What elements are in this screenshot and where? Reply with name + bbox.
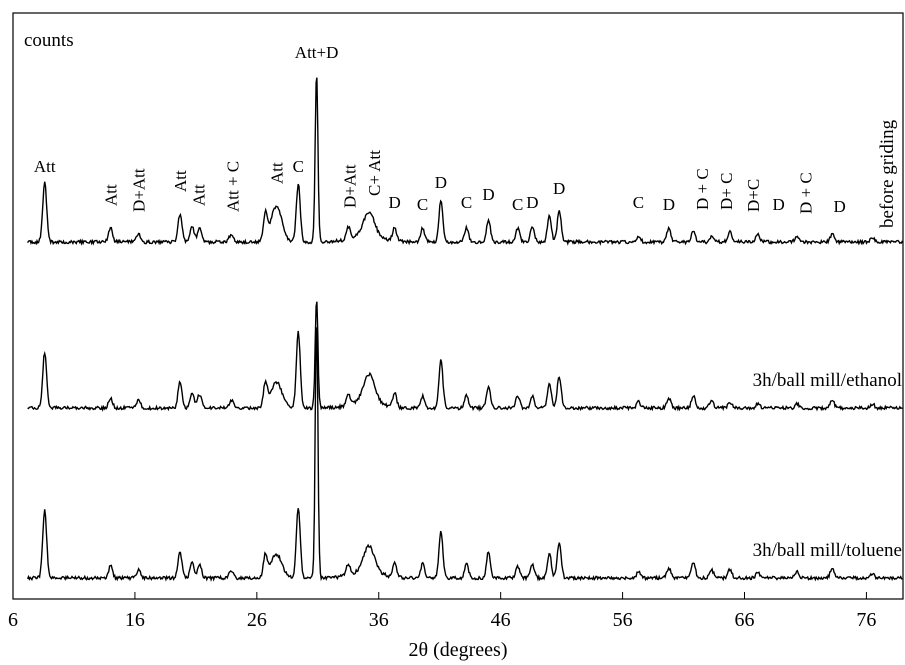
peak-annotation: C — [461, 193, 472, 212]
peak-annotation: D — [482, 185, 494, 204]
x-tick-label: 36 — [369, 609, 389, 631]
x-tick-label: 26 — [247, 609, 267, 631]
peak-annotation: C — [512, 195, 523, 214]
series-line-1 — [26, 77, 904, 246]
peak-annotation: D — [435, 173, 447, 192]
peak-annotation: Att — [267, 162, 286, 184]
x-tick-label: 66 — [735, 609, 755, 631]
peak-annotation: C — [417, 195, 428, 214]
x-tick-label: 46 — [491, 609, 511, 631]
peak-annotation: D — [772, 195, 784, 214]
peak-annotation: D — [526, 193, 538, 212]
peak-annotation: D + C — [797, 172, 816, 214]
peak-annotation: Att — [34, 157, 56, 176]
peak-annotation: D — [663, 195, 675, 214]
peak-annotation: D+Att — [341, 164, 360, 208]
x-axis-label: 2θ (degrees) — [409, 639, 508, 661]
series-layer: before griding 3h/ball mill/ethanol 3h/bal… — [26, 77, 904, 582]
peak-annotation: D — [553, 179, 565, 198]
series-label-before-griding: before griding — [877, 119, 898, 228]
peak-annotation: Att — [189, 184, 208, 206]
x-tick-label: 56 — [613, 609, 633, 631]
series-line-3 — [26, 327, 903, 582]
plot-frame — [12, 12, 904, 600]
y-axis-label: counts — [24, 30, 74, 51]
peak-annotation: D — [388, 193, 400, 212]
peak-annotation: C — [633, 193, 644, 212]
peak-annotation: D + C — [693, 168, 712, 210]
peak-annotation: D — [833, 197, 845, 216]
series-label-2: 3h/ball mill/ethanol — [753, 370, 902, 391]
peak-annotation: Att + C — [224, 161, 243, 212]
series-label-3: 3h/ball mill/toluene — [753, 540, 902, 561]
peak-annotation: Att+D — [295, 43, 339, 62]
peak-annotation: D+C — [744, 179, 763, 212]
peak-annotation: C+ Att — [365, 150, 384, 196]
x-axis: 6 16 26 36 46 56 66 76 — [8, 592, 876, 631]
peak-annotation: Att — [171, 170, 190, 192]
x-tick-label: 6 — [8, 609, 18, 631]
peak-annotation: Att — [102, 184, 121, 206]
peak-annotation: C — [293, 157, 304, 176]
x-tick-label: 76 — [856, 609, 876, 631]
peak-annotation: D+Att — [130, 168, 149, 212]
series-line-2 — [27, 301, 903, 413]
peak-annotation: D+ C — [717, 173, 736, 210]
x-tick-label: 16 — [125, 609, 145, 631]
